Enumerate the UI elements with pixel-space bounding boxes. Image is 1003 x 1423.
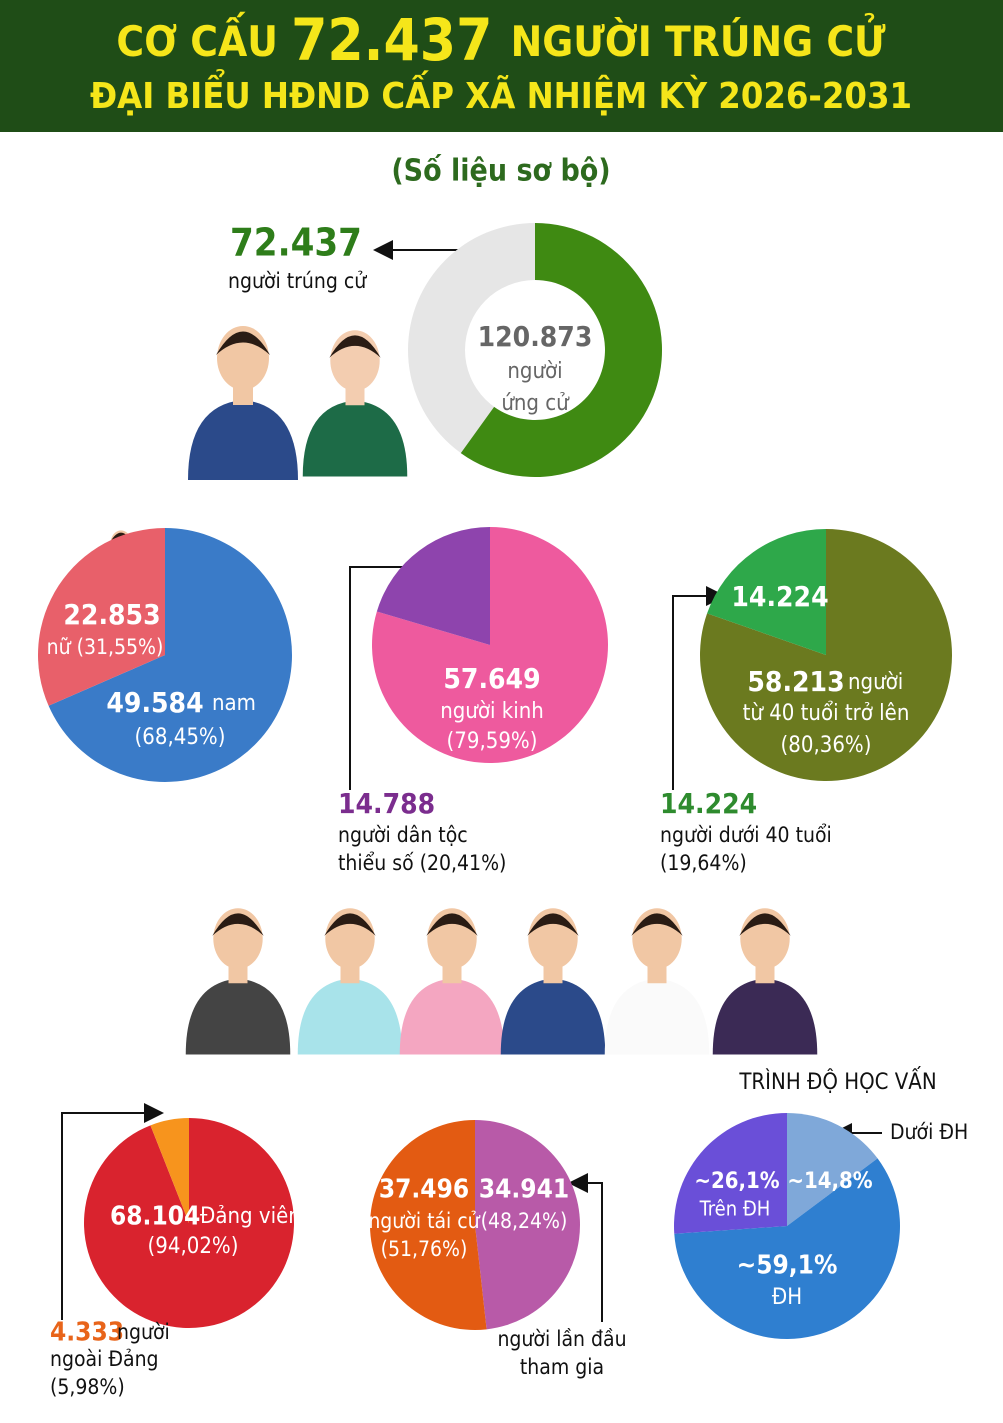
label: thiểu số (20,41%) bbox=[338, 851, 506, 875]
subtitle: (Số liệu sơ bộ) bbox=[391, 154, 610, 189]
person-group-member bbox=[712, 908, 818, 1055]
header-band bbox=[0, 0, 1003, 132]
header-title-part: NGƯỜI TRÚNG CỬ bbox=[511, 12, 886, 66]
person-hair bbox=[324, 913, 376, 936]
label: tham gia bbox=[520, 1355, 604, 1379]
person-group-member bbox=[399, 908, 505, 1055]
person-body bbox=[604, 978, 710, 1055]
person-group-member bbox=[185, 908, 291, 1055]
header-title: CƠ CẤU 72.437 NGƯỜI TRÚNG CỬ bbox=[116, 6, 886, 74]
label: người lần đầu bbox=[497, 1327, 626, 1351]
person-hair bbox=[426, 913, 478, 936]
pie-slice bbox=[371, 527, 608, 763]
label: ~26,1% bbox=[694, 1169, 779, 1194]
label: 120.873 bbox=[478, 320, 593, 353]
label: (94,02%) bbox=[148, 1234, 239, 1259]
person-hair bbox=[329, 335, 381, 358]
label: (68,45%) bbox=[135, 725, 226, 750]
person-body bbox=[185, 978, 291, 1055]
label: (51,76%) bbox=[381, 1237, 468, 1261]
person-group-member bbox=[604, 908, 710, 1055]
label: (5,98%) bbox=[50, 1375, 125, 1399]
label: 57.649 bbox=[443, 662, 540, 695]
person-body bbox=[188, 400, 298, 480]
label: người tái cử bbox=[368, 1209, 480, 1233]
label: người dưới 40 tuổi bbox=[660, 823, 832, 847]
person-body bbox=[297, 978, 403, 1055]
pie-slice bbox=[150, 1118, 189, 1223]
label: ngoài Đảng bbox=[50, 1347, 159, 1371]
label: 14.788 bbox=[338, 787, 435, 820]
pie-slice bbox=[787, 1113, 878, 1226]
person-hair bbox=[216, 331, 270, 355]
label: ~59,1% bbox=[737, 1251, 838, 1281]
label: người bbox=[848, 670, 903, 695]
pie-slice bbox=[707, 529, 826, 655]
label: 14.224 bbox=[660, 787, 757, 820]
label: nam bbox=[212, 691, 256, 716]
label: (80,36%) bbox=[781, 733, 872, 758]
header-title-part: 72.437 bbox=[291, 6, 511, 74]
label: 4.333 bbox=[50, 1318, 124, 1348]
label: Đảng viên bbox=[200, 1204, 301, 1229]
pie-slice bbox=[673, 1113, 787, 1234]
label: Dưới ĐH bbox=[890, 1120, 968, 1144]
pie-slice bbox=[48, 528, 292, 782]
label: 68.104 bbox=[110, 1202, 200, 1232]
pie-slice bbox=[37, 528, 165, 706]
label: 58.213 bbox=[747, 665, 844, 698]
label: (79,59%) bbox=[447, 729, 538, 754]
pie-slice bbox=[376, 527, 490, 645]
header-title-part: CƠ CẤU bbox=[116, 10, 291, 66]
label: người bbox=[117, 1320, 170, 1344]
pie-slice bbox=[369, 1120, 487, 1330]
pie-slice bbox=[84, 1118, 295, 1328]
label: (48,24%) bbox=[481, 1209, 568, 1233]
label: TRÌNH ĐỘ HỌC VẤN bbox=[738, 1067, 936, 1095]
label: người dân tộc bbox=[338, 823, 468, 847]
label: 37.496 bbox=[379, 1175, 469, 1205]
label: ~14,8% bbox=[787, 1169, 872, 1194]
header-subtitle-line: ĐẠI BIỂU HĐND CẤP XÃ NHIỆM KỲ 2026-2031 bbox=[90, 69, 912, 117]
label: ĐH bbox=[772, 1285, 802, 1310]
person-body bbox=[399, 978, 505, 1055]
person-man bbox=[188, 326, 298, 480]
person-hair bbox=[739, 913, 791, 936]
label: 34.941 bbox=[479, 1175, 569, 1205]
pie-slice bbox=[475, 1120, 580, 1330]
pie-slice bbox=[674, 1158, 900, 1339]
person-body bbox=[712, 978, 818, 1055]
label: từ 40 tuổi trở lên bbox=[743, 701, 910, 726]
label: Trên ĐH bbox=[699, 1197, 771, 1221]
person-body bbox=[500, 978, 606, 1055]
label: người bbox=[507, 359, 562, 384]
label: (19,64%) bbox=[660, 851, 747, 875]
donut-slice bbox=[460, 223, 662, 477]
label: ứng cử bbox=[501, 391, 570, 416]
person-body bbox=[302, 400, 408, 477]
label: 14.224 bbox=[731, 580, 828, 613]
person-group-member bbox=[500, 908, 606, 1055]
person-hair bbox=[212, 913, 264, 936]
person-woman bbox=[302, 330, 408, 477]
label: người kinh bbox=[440, 699, 544, 724]
label: 72.437 bbox=[230, 221, 362, 265]
person-hair bbox=[527, 913, 579, 936]
label: 22.853 bbox=[63, 598, 160, 631]
label: nữ (31,55%) bbox=[47, 635, 164, 659]
person-hair bbox=[631, 913, 683, 936]
label: người trúng cử bbox=[228, 269, 367, 293]
person-group-member bbox=[297, 908, 403, 1055]
label: 49.584 bbox=[106, 686, 203, 719]
